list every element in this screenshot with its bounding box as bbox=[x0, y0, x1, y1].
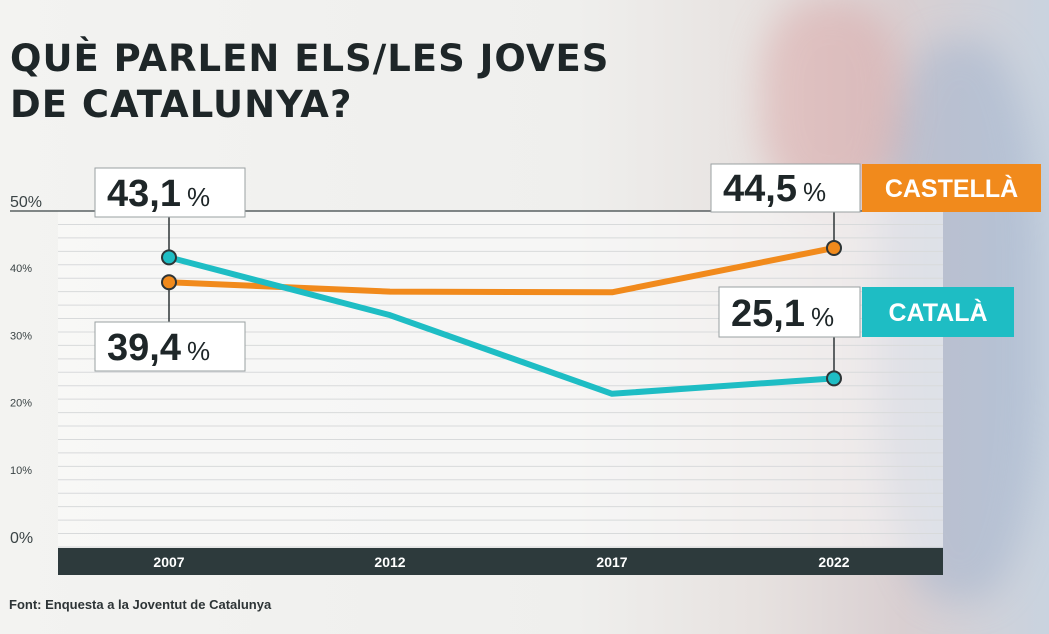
data-point bbox=[161, 249, 177, 266]
legend-tag bbox=[862, 164, 1041, 212]
y-tick-label: 0% bbox=[10, 530, 33, 547]
x-tick-label: 2012 bbox=[374, 554, 405, 570]
callout-value: 25,1% bbox=[731, 293, 834, 335]
callout-value: 44,5% bbox=[723, 168, 826, 210]
data-point bbox=[826, 239, 842, 256]
callout-number: 25,1 bbox=[731, 293, 805, 335]
data-point bbox=[161, 274, 177, 291]
x-tick-label: 2022 bbox=[818, 554, 849, 570]
y-tick-label: 20% bbox=[10, 398, 32, 410]
series-lines bbox=[166, 244, 837, 397]
callout-box bbox=[94, 321, 246, 372]
x-tick-label: 2007 bbox=[153, 554, 184, 570]
legend-tag bbox=[862, 287, 1014, 337]
callout-unit: % bbox=[803, 177, 826, 207]
series-legend: CASTELLÀ CATALÀ bbox=[862, 164, 1041, 337]
callout-unit: % bbox=[187, 182, 210, 212]
source-note: Font: Enquesta a la Joventut de Cataluny… bbox=[9, 597, 272, 612]
title-line-2: DE CATALUNYA? bbox=[10, 83, 353, 126]
legend-label: CATALÀ bbox=[888, 298, 987, 327]
title-line-1: QUÈ PARLEN ELS/LES JOVES bbox=[10, 37, 610, 80]
series-line bbox=[166, 254, 837, 397]
x-axis-band-bg bbox=[58, 548, 943, 575]
x-axis-band: 2007 2012 2017 2022 bbox=[58, 548, 943, 575]
data-point bbox=[826, 370, 842, 387]
callout-box bbox=[94, 167, 246, 218]
legend-label: CASTELLÀ bbox=[885, 174, 1018, 203]
callout-unit: % bbox=[187, 336, 210, 366]
chart-title: QUÈ PARLEN ELS/LES JOVES DE CATALUNYA? bbox=[10, 36, 609, 128]
callout-value: 43,1% bbox=[107, 173, 210, 215]
callout-box bbox=[710, 163, 861, 213]
callout-number: 43,1 bbox=[107, 173, 181, 215]
y-tick-label: 40% bbox=[10, 263, 32, 275]
callout-value: 39,4% bbox=[107, 327, 210, 369]
callout-unit: % bbox=[811, 302, 834, 332]
value-callouts: 39,4 %44,5 %43,1 %25,1% bbox=[94, 163, 861, 387]
callout-number: 44,5 bbox=[723, 168, 797, 210]
y-tick-label: 30% bbox=[10, 330, 32, 342]
y-tick-label: 50% bbox=[10, 194, 42, 211]
callout-box bbox=[718, 286, 861, 338]
x-tick-label: 2017 bbox=[596, 554, 627, 570]
y-axis-ticks: 0% 10% 20% 30% 40% 50% bbox=[10, 194, 42, 547]
y-tick-label: 10% bbox=[10, 465, 32, 477]
callout-number: 39,4 bbox=[107, 327, 181, 369]
